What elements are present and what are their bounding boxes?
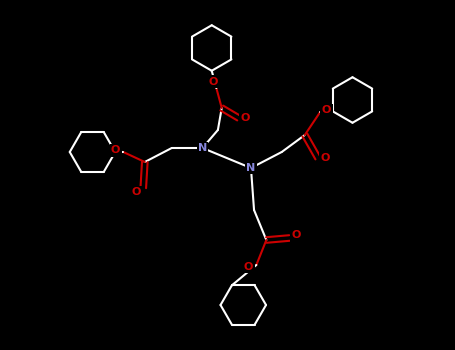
Text: N: N	[246, 163, 256, 173]
Text: O: O	[111, 145, 120, 155]
Text: O: O	[322, 105, 331, 115]
Text: O: O	[292, 230, 301, 240]
Text: O: O	[131, 187, 141, 197]
Text: O: O	[240, 113, 250, 123]
Text: N: N	[198, 143, 207, 153]
Text: O: O	[244, 262, 253, 272]
Text: O: O	[320, 153, 329, 163]
Text: O: O	[208, 77, 217, 87]
